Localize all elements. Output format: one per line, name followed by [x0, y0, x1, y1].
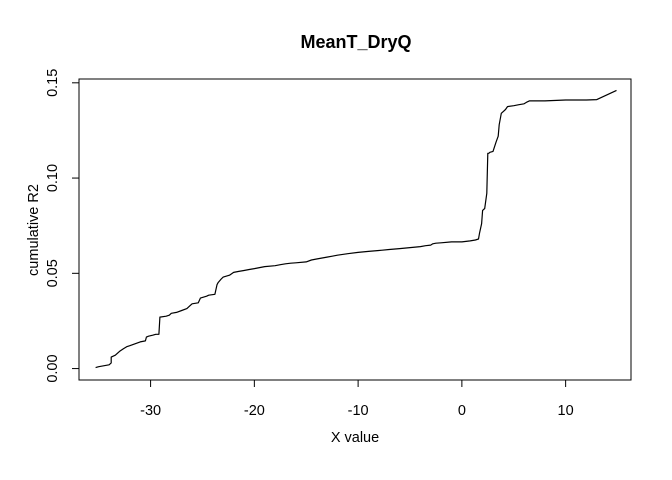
plot-frame	[78, 78, 632, 381]
x-tick-label: -20	[244, 403, 265, 419]
y-tick-label: 0.00	[45, 354, 61, 382]
x-axis: -30 -20 -10 0 10	[140, 379, 574, 419]
x-axis-label: X value	[331, 430, 379, 446]
y-tick-label: 0.10	[45, 164, 61, 192]
x-tick-label: 0	[458, 403, 466, 419]
chart-title: MeanT_DryQ	[300, 32, 411, 52]
series-group	[95, 89, 617, 369]
y-tick-label: 0.05	[45, 259, 61, 287]
series-line	[95, 89, 617, 369]
y-axis: 0.00 0.05 0.10 0.15	[45, 69, 80, 383]
x-tick-label: -30	[140, 403, 161, 419]
y-tick-label: 0.15	[45, 69, 61, 97]
x-tick-label: 10	[558, 403, 574, 419]
y-axis-label: cumulative R2	[26, 184, 42, 276]
x-tick-label: -10	[348, 403, 369, 419]
